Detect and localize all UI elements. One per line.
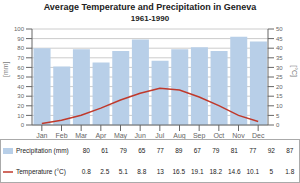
html-text:18.2: 18.2 <box>209 168 223 175</box>
svg-text:0: 0 <box>276 122 280 128</box>
svg-text:30: 30 <box>17 93 24 99</box>
html-text:79: 79 <box>212 147 220 154</box>
svg-text:50: 50 <box>17 74 24 80</box>
html-text:19.1: 19.1 <box>190 168 204 175</box>
svg-text:20: 20 <box>17 103 24 109</box>
html-text:61: 61 <box>101 147 109 154</box>
html-text:Temperature (°C): Temperature (°C) <box>16 168 66 175</box>
svg-text:60: 60 <box>17 65 24 71</box>
html-text:2.5: 2.5 <box>100 168 110 175</box>
html-text:65: 65 <box>138 147 146 154</box>
svg-text:10: 10 <box>17 113 24 119</box>
svg-text:80: 80 <box>17 45 24 51</box>
html-text:8.8: 8.8 <box>137 168 147 175</box>
svg-text:Aug: Aug <box>173 132 186 139</box>
svg-text:10: 10 <box>276 103 283 109</box>
html-text:16.5: 16.5 <box>172 168 186 175</box>
html-text:81: 81 <box>230 147 238 154</box>
svg-text:[mm]: [mm] <box>8 61 10 77</box>
html-text:89: 89 <box>175 147 183 154</box>
svg-text:70: 70 <box>17 55 24 61</box>
svg-text:40: 40 <box>17 84 24 90</box>
svg-text:Sep: Sep <box>193 132 206 139</box>
html-text:1961-1990: 1961-1990 <box>130 14 170 23</box>
svg-text:45: 45 <box>276 36 283 42</box>
svg-text:35: 35 <box>276 55 283 61</box>
html-text:79: 79 <box>119 147 127 154</box>
svg-text:100: 100 <box>14 26 25 32</box>
html-text:1.8: 1.8 <box>285 168 295 175</box>
svg-text:40: 40 <box>276 45 283 51</box>
svg-text:Feb: Feb <box>55 132 67 139</box>
html-text:0.8: 0.8 <box>81 168 91 175</box>
html-text:77: 77 <box>249 147 257 154</box>
svg-text:[°C]: [°C] <box>290 65 292 77</box>
html-text:77: 77 <box>156 147 164 154</box>
html-text:Precipitation (mm): Precipitation (mm) <box>16 147 69 154</box>
html-text:5.1: 5.1 <box>118 168 128 175</box>
svg-text:25: 25 <box>276 74 283 80</box>
svg-text:0: 0 <box>21 122 25 128</box>
svg-text:Nov: Nov <box>232 132 245 139</box>
html-text:13: 13 <box>156 168 164 175</box>
svg-text:Apr: Apr <box>95 132 107 139</box>
svg-text:Dec: Dec <box>252 132 265 139</box>
html-text:5: 5 <box>269 168 274 175</box>
html-text:80: 80 <box>82 147 90 154</box>
svg-text:5: 5 <box>276 113 280 119</box>
html-text:10.1: 10.1 <box>246 168 260 175</box>
svg-text:May: May <box>114 132 128 139</box>
svg-text:30: 30 <box>276 65 283 71</box>
html-text:87: 87 <box>286 147 294 154</box>
html-text:67: 67 <box>193 147 201 154</box>
svg-text:Jun: Jun <box>135 132 146 139</box>
svg-text:Oct: Oct <box>213 132 224 139</box>
svg-text:20: 20 <box>276 84 283 90</box>
svg-text:Jul: Jul <box>155 132 164 139</box>
svg-text:15: 15 <box>276 93 283 99</box>
html-text:Average Temperature and Precip: Average Temperature and Precipitation in… <box>43 2 257 12</box>
svg-text:Jan: Jan <box>36 132 47 139</box>
svg-text:90: 90 <box>17 36 24 42</box>
svg-text:Mar: Mar <box>75 132 88 139</box>
html-text:14.6: 14.6 <box>227 168 241 175</box>
html-text:92: 92 <box>267 147 275 154</box>
svg-text:50: 50 <box>276 26 283 32</box>
